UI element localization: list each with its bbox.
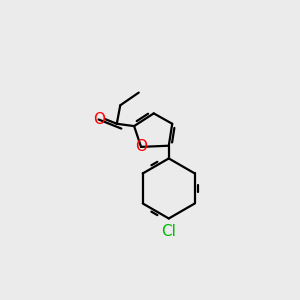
Text: O: O	[94, 112, 106, 127]
Text: Cl: Cl	[161, 224, 176, 239]
Text: O: O	[135, 140, 147, 154]
